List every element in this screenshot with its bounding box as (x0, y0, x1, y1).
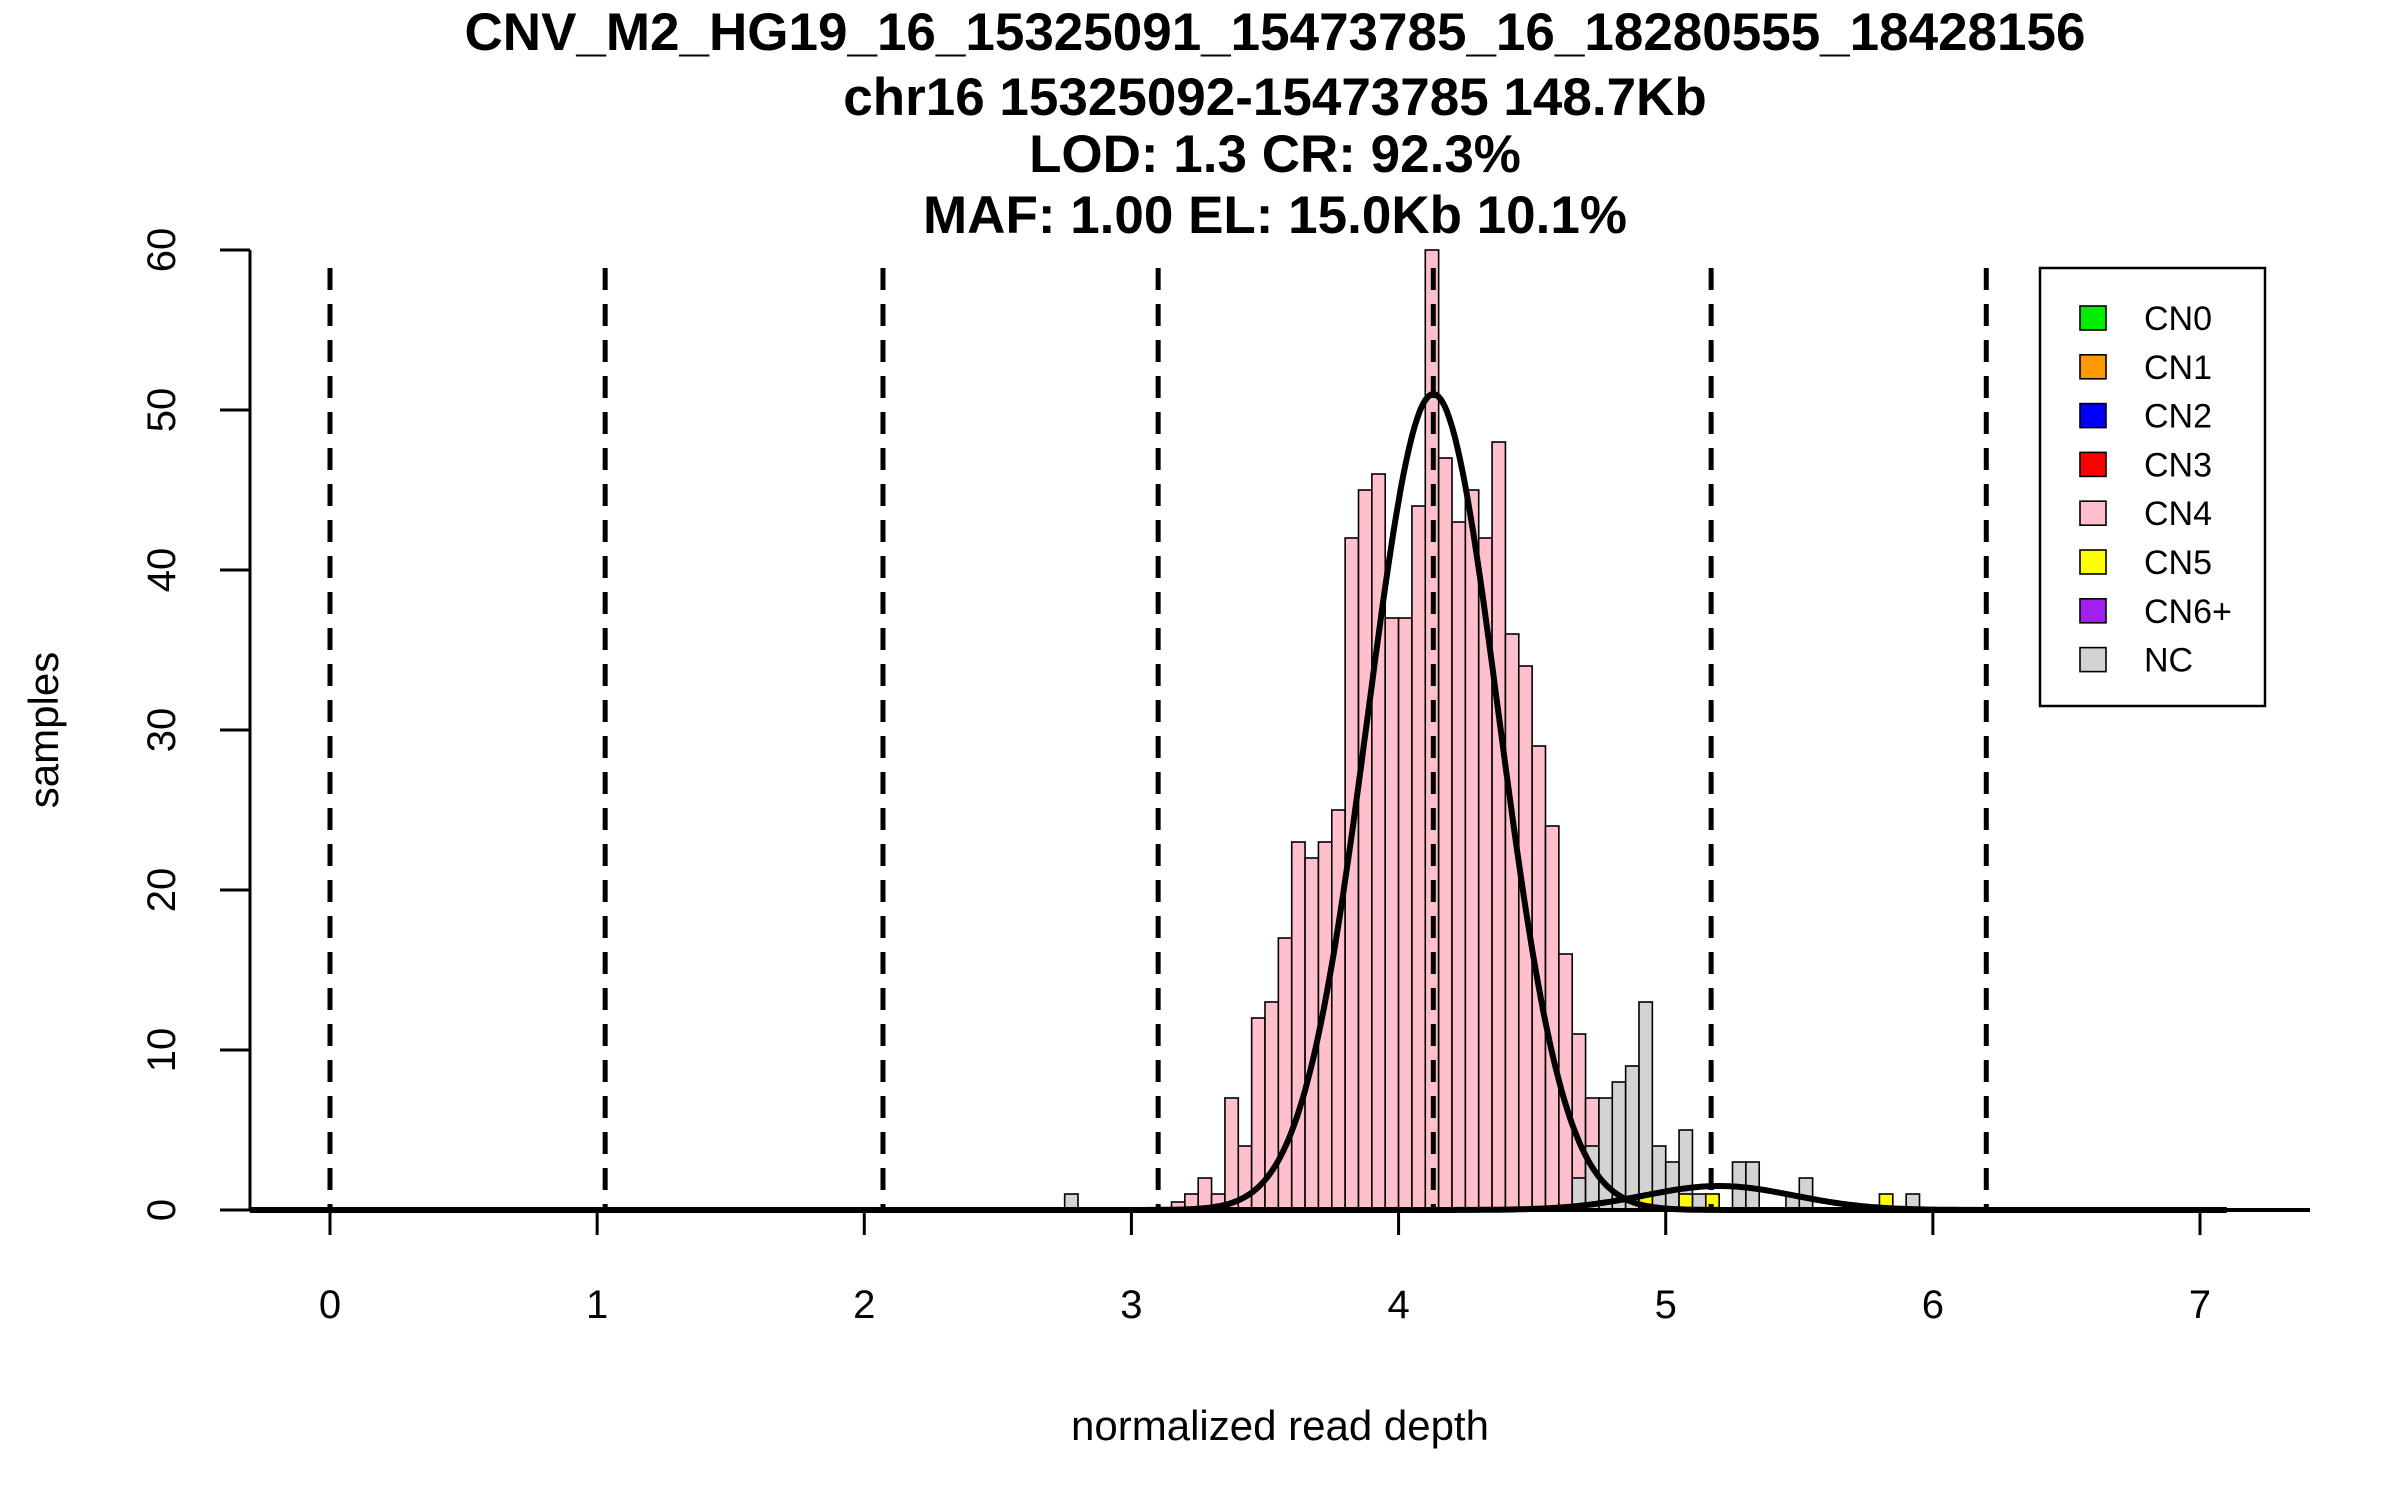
legend-swatch-cn2 (2079, 402, 2107, 429)
bar-nc-7 (1651, 1145, 1667, 1211)
y-tick-label-50: 50 (140, 388, 184, 433)
legend: CN0 CN1 CN2 CN3 CN4 CN5 CN6+ NC (2038, 266, 2267, 708)
bar-nc-3 (1598, 1097, 1614, 1211)
y-tick-label-30: 30 (140, 708, 184, 753)
cn-boundary-lines (327, 268, 1989, 1210)
bar-cn4-8 (1277, 937, 1293, 1211)
bar-nc-5 (1624, 1065, 1640, 1211)
y-axis-ticks: 0 10 20 30 40 50 60 (140, 228, 250, 1221)
bar-cn4-18 (1411, 505, 1427, 1211)
x-tick-label-0: 0 (319, 1283, 341, 1327)
bar-cn4-16 (1384, 617, 1400, 1211)
x-tick-label-7: 7 (2189, 1283, 2211, 1327)
y-tick-label-10: 10 (140, 1028, 184, 1073)
x-tick-label-6: 6 (1922, 1283, 1944, 1327)
bar-cn4-21 (1451, 521, 1467, 1211)
legend-swatch-cn1 (2079, 353, 2107, 380)
legend-label-cn6: CN6+ (2144, 593, 2232, 631)
legend-label-cn2: CN2 (2144, 398, 2212, 436)
bar-cn4-22 (1464, 489, 1480, 1211)
legend-swatch-cn3 (2079, 451, 2107, 478)
x-tick-label-1: 1 (586, 1283, 608, 1327)
bar-cn4-4 (1224, 1097, 1240, 1211)
histogram-bars (1063, 249, 1921, 1211)
bar-cn4-17 (1397, 617, 1413, 1211)
bar-cn4-20 (1437, 457, 1453, 1211)
bar-nc-8 (1664, 1161, 1680, 1211)
x-tick-label-4: 4 (1387, 1283, 1409, 1327)
y-tick-label-20: 20 (140, 868, 184, 913)
legend-swatch-cn5 (2079, 549, 2107, 575)
bar-cn4-12 (1330, 809, 1346, 1211)
legend-swatch-cn6 (2079, 597, 2107, 624)
legend-box (2038, 266, 2267, 708)
x-axis-ticks: 0 1 2 3 4 5 6 7 (319, 1210, 2211, 1327)
x-tick-label-5: 5 (1655, 1283, 1677, 1327)
x-tick-label-2: 2 (853, 1283, 875, 1327)
y-tick-label-0: 0 (140, 1199, 184, 1221)
density-fit-curves (249, 390, 2227, 1213)
legend-label-nc: NC (2144, 642, 2193, 680)
bar-nc-6 (1638, 1001, 1654, 1211)
title-line-1: CNV_M2_HG19_16_15325091_15473785_16_1828… (465, 3, 2086, 62)
y-tick-label-60: 60 (140, 228, 184, 273)
legend-swatch-nc (2079, 646, 2107, 673)
y-tick-label-40: 40 (140, 548, 184, 593)
legend-swatch-cn4 (2079, 500, 2107, 527)
legend-label-cn5: CN5 (2144, 544, 2212, 582)
x-axis-title: normalized read depth (1071, 1402, 1489, 1449)
legend-label-cn4: CN4 (2144, 495, 2212, 533)
title-line-3: LOD: 1.3 CR: 92.3% (1029, 125, 1521, 184)
bar-cn4-25 (1504, 633, 1520, 1211)
bar-cn4-24 (1491, 441, 1507, 1211)
y-axis-title: samples (20, 652, 67, 808)
bar-cn4-14 (1357, 489, 1373, 1211)
x-tick-label-3: 3 (1120, 1283, 1142, 1327)
legend-label-cn0: CN0 (2144, 300, 2212, 338)
legend-label-cn3: CN3 (2144, 446, 2212, 484)
legend-label-cn1: CN1 (2144, 349, 2212, 387)
bar-cn4-9 (1290, 841, 1306, 1211)
title-line-4: MAF: 1.00 EL: 15.0Kb 10.1% (923, 186, 1627, 245)
chart-title: CNV_M2_HG19_16_15325091_15473785_16_1828… (465, 3, 2086, 245)
legend-swatch-cn0 (2079, 305, 2107, 331)
title-line-2: chr16 15325092-15473785 148.7Kb (843, 68, 1706, 127)
cn4-fit-curve (249, 390, 2227, 1213)
